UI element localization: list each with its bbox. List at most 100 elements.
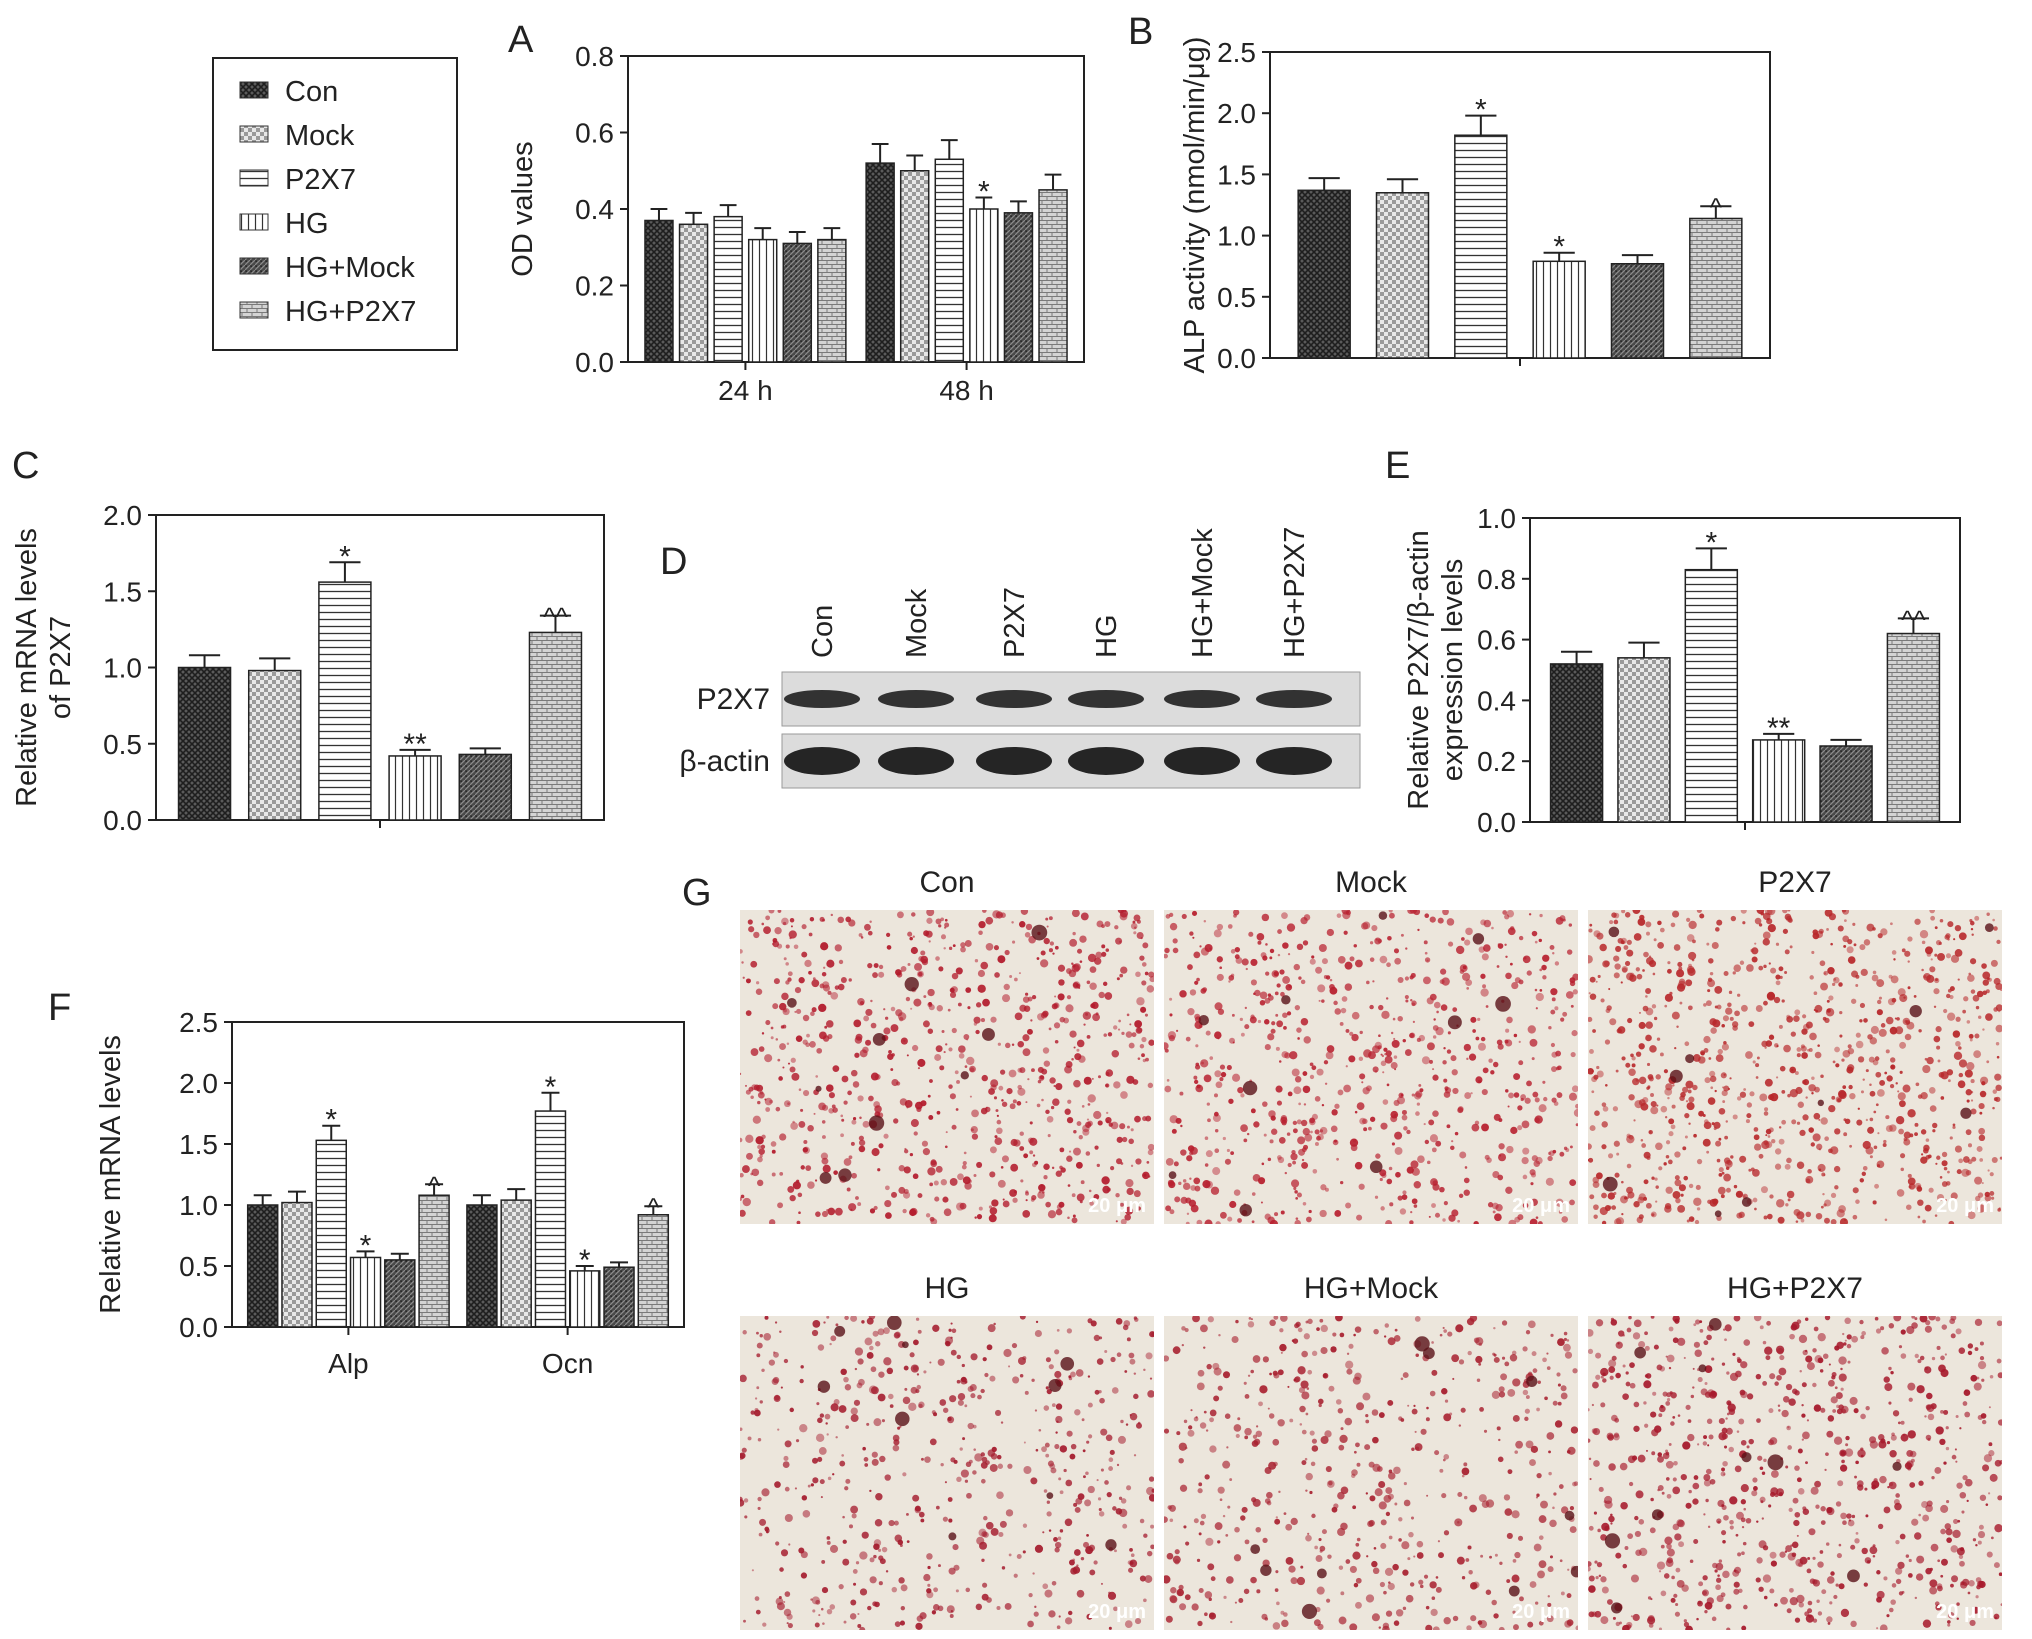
blot-band-p2x7-mock bbox=[878, 690, 954, 708]
stain-deposits bbox=[1588, 910, 2002, 1224]
significance-mark-f: * bbox=[545, 1071, 557, 1104]
blot-lane-label-hg: HG bbox=[1091, 615, 1123, 659]
y-axis-label-f: Relative mRNA levels bbox=[95, 1035, 127, 1314]
bar-f-p2x7-ocn bbox=[534, 1110, 567, 1328]
bar-f-hg-p2x7-ocn bbox=[637, 1214, 670, 1328]
bar-a-hg-48-h bbox=[969, 208, 999, 363]
legend-box bbox=[212, 57, 458, 351]
y-tick-label-e: 0.6 bbox=[1477, 625, 1516, 656]
micrograph-hg-p2x7: HG+P2X7 20 μm bbox=[1588, 1272, 2002, 1630]
stain-deposits bbox=[1164, 910, 1578, 1224]
y-axis-label-b: ALP activity (nmol/min/μg) bbox=[1179, 37, 1211, 374]
bar-e-hg-p2x7 bbox=[1886, 632, 1941, 823]
micrograph-hg-mock: HG+Mock 20 μm bbox=[1164, 1272, 1578, 1630]
bar-b-hg-p2x7 bbox=[1689, 217, 1743, 359]
significance-mark-c: ** bbox=[403, 728, 427, 761]
micrograph-background bbox=[1164, 910, 1578, 1224]
y-tick-label-e: 0.8 bbox=[1477, 564, 1516, 595]
y-tick-label-f: 1.0 bbox=[179, 1190, 218, 1221]
bar-a-hg-p2x7-24-h bbox=[817, 238, 847, 363]
legend-swatch-hg-mock bbox=[239, 257, 269, 275]
panel-label-g: G bbox=[682, 872, 712, 914]
micrograph-p2x7: P2X7 20 μm bbox=[1588, 866, 2002, 1224]
panel-label-d: D bbox=[660, 541, 687, 583]
blot-band-p2x7-p2x7 bbox=[976, 690, 1052, 708]
significance-mark-f: * bbox=[579, 1244, 591, 1277]
legend-label-hg-p2x7: HG+P2X7 bbox=[285, 296, 416, 328]
bar-c-hg-p2x7 bbox=[528, 631, 583, 821]
scale-bar-label: 20 μm bbox=[1936, 1195, 1994, 1217]
stain-deposits bbox=[740, 1316, 1154, 1630]
y-tick-label-f: 2.5 bbox=[179, 1007, 218, 1038]
legend-label-hg: HG bbox=[285, 208, 329, 240]
y-tick-label-a: 0.6 bbox=[575, 118, 614, 149]
stain-deposits bbox=[1588, 1316, 2002, 1630]
bar-e-p2x7 bbox=[1684, 568, 1739, 823]
micrograph-title-hg: HG bbox=[925, 1272, 970, 1305]
y-tick-label-e: 0.4 bbox=[1477, 685, 1516, 716]
blot-lane-label-con: Con bbox=[807, 605, 839, 658]
bar-a-p2x7-24-h bbox=[713, 215, 743, 363]
legend-label-con: Con bbox=[285, 76, 338, 108]
significance-mark-f: * bbox=[360, 1229, 372, 1262]
bar-a-hg-p2x7-48-h bbox=[1038, 189, 1068, 363]
significance-mark-e: ** bbox=[1767, 712, 1791, 745]
y-tick-label-a: 0.8 bbox=[575, 41, 614, 72]
panel-label-f: F bbox=[48, 987, 71, 1029]
x-tick-label-f: Alp bbox=[328, 1348, 368, 1379]
scale-bar-label: 20 μm bbox=[1936, 1601, 1994, 1623]
y-tick-label-f: 1.5 bbox=[179, 1129, 218, 1160]
scale-bar-label: 20 μm bbox=[1088, 1195, 1146, 1217]
micrograph-title-hg-mock: HG+Mock bbox=[1304, 1272, 1439, 1305]
legend-swatch-con bbox=[239, 81, 269, 99]
stain-deposits bbox=[740, 910, 1154, 1224]
y-axis-label-e: expression levels bbox=[1437, 559, 1469, 781]
significance-mark-f: ^ bbox=[647, 1192, 660, 1222]
micrograph-background bbox=[740, 1316, 1154, 1630]
blot-lane-label-p2x7: P2X7 bbox=[999, 587, 1031, 658]
bar-a-mock-24-h bbox=[678, 223, 709, 363]
legend-label-mock: Mock bbox=[285, 120, 355, 152]
bar-f-hg-ocn bbox=[568, 1270, 601, 1328]
bar-f-p2x7-alp bbox=[315, 1139, 348, 1328]
blot-band-actin-hg-mock bbox=[1164, 747, 1240, 775]
bar-e-hg-mock bbox=[1819, 745, 1873, 823]
scale-bar-label: 20 μm bbox=[1512, 1601, 1570, 1623]
y-tick-label-c: 0.0 bbox=[103, 805, 142, 836]
bar-f-mock-ocn bbox=[500, 1199, 532, 1328]
bar-c-hg-mock bbox=[458, 753, 513, 821]
significance-mark-f: ^ bbox=[428, 1170, 441, 1200]
blot-band-actin-hg bbox=[1068, 747, 1144, 775]
y-tick-label-e: 0.0 bbox=[1477, 807, 1516, 838]
y-tick-label-c: 1.0 bbox=[103, 653, 142, 684]
legend-label-hg-mock: HG+Mock bbox=[285, 252, 415, 284]
chart-f: 0.0 0.5 1.0 1.5 2.0 2.5 Relative mRNA levels * *… bbox=[95, 1007, 685, 1379]
western-blot: Con Mock P2X7 HG HG+Mock HG+P2X7 P2X7 β-actin bbox=[679, 527, 1361, 789]
legend-swatch-hg bbox=[239, 213, 269, 231]
bar-b-mock bbox=[1375, 192, 1430, 359]
scale-bar-label: 20 μm bbox=[1512, 1195, 1570, 1217]
y-tick-label-b: 1.0 bbox=[1217, 221, 1256, 252]
bar-f-hg-mock-ocn bbox=[603, 1266, 635, 1328]
x-tick-label-a: 48 h bbox=[939, 375, 994, 406]
legend-swatch-p2x7 bbox=[239, 169, 269, 187]
micrograph-background bbox=[1164, 1316, 1578, 1630]
micrograph-title-p2x7: P2X7 bbox=[1758, 866, 1831, 899]
bar-f-hg-p2x7-alp bbox=[418, 1194, 450, 1328]
x-tick-label-f: Ocn bbox=[542, 1348, 593, 1379]
blot-band-actin-p2x7 bbox=[976, 747, 1052, 775]
significance-mark-b: ^ bbox=[1710, 192, 1723, 222]
bar-a-hg-mock-48-h bbox=[1003, 212, 1034, 363]
bar-b-hg-mock bbox=[1610, 263, 1665, 359]
y-axis-label-c: of P2X7 bbox=[45, 616, 77, 719]
legend: Con Mock P2X7 HG HG+Mock HG+P2X7 bbox=[212, 57, 458, 351]
y-tick-label-b: 2.5 bbox=[1217, 37, 1256, 68]
legend-label-p2x7: P2X7 bbox=[285, 164, 356, 196]
micrograph-mock: Mock 20 μm bbox=[1164, 866, 1578, 1224]
significance-mark-a: * bbox=[978, 176, 990, 209]
panel-label-b: B bbox=[1128, 11, 1153, 53]
y-tick-label-f: 2.0 bbox=[179, 1068, 218, 1099]
micrograph-con: Con 20 μm bbox=[740, 866, 1154, 1224]
blot-band-p2x7-hg-p2x7 bbox=[1256, 690, 1332, 708]
